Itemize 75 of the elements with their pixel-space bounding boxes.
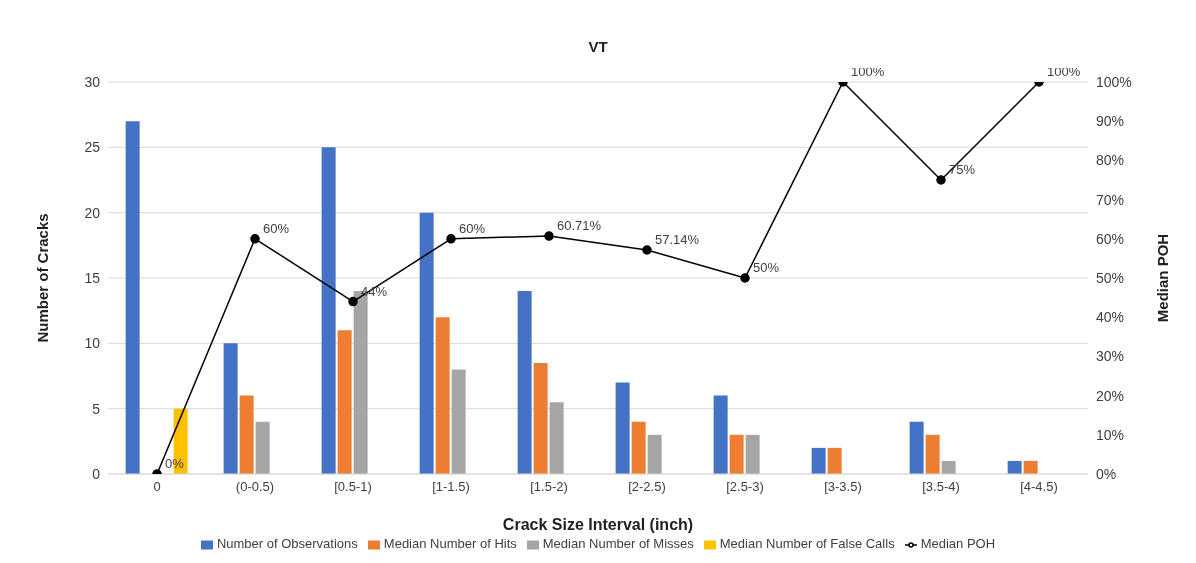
x-tick-label: [4-4.5) [1020, 479, 1058, 495]
legend-label: Median Number of Misses [542, 536, 694, 551]
y2-tick-label: 40% [1096, 309, 1125, 326]
point [348, 296, 358, 307]
chart-title: VT [588, 38, 608, 55]
data-label: 50% [753, 260, 780, 275]
y2-tick-label: 0% [1096, 465, 1117, 482]
y-tick-label: 30 [84, 73, 101, 90]
bar [615, 382, 630, 474]
bar [925, 434, 940, 474]
y-tick-label: 10 [84, 335, 101, 352]
y2-tick-label: 20% [1096, 387, 1125, 404]
bar [239, 395, 254, 474]
data-label: 57.14% [655, 232, 700, 248]
point [642, 245, 652, 255]
x-tick-label: [3.5-4) [922, 479, 960, 495]
y2-axis-title: Median POH [1154, 233, 1172, 323]
x-tick-label: [1-1.5) [432, 479, 470, 495]
point [936, 175, 946, 185]
point [544, 231, 554, 241]
data-label: 60% [459, 220, 486, 236]
y2-tick-label: 50% [1096, 269, 1125, 286]
y2-tick-label: 90% [1096, 113, 1125, 130]
bar [1023, 460, 1038, 474]
bar [451, 369, 466, 474]
x-tick-label: (0-0.5) [235, 479, 275, 495]
y-tick-label: 15 [84, 269, 101, 286]
x-tick-label: [0.5-1) [334, 479, 372, 495]
bar [745, 434, 760, 474]
bar [255, 421, 270, 474]
x-tick-label: [2.5-3) [726, 479, 764, 495]
y-axis-title: Number of Cracks [34, 213, 52, 343]
bar [941, 460, 956, 474]
y2-tick-label: 60% [1096, 230, 1125, 247]
y-tick-label: 0 [92, 465, 101, 482]
data-label: 60.71% [557, 218, 602, 234]
bar [549, 402, 564, 474]
point [250, 234, 260, 244]
bar [435, 317, 450, 474]
y2-tick-label: 80% [1096, 152, 1125, 169]
x-tick-label: [1.5-2) [530, 479, 568, 495]
bar [1007, 460, 1022, 474]
bar [729, 434, 744, 474]
legend-label: Median Number of Hits [383, 536, 517, 551]
x-tick-label: [3-3.5) [824, 479, 862, 495]
bar [517, 291, 532, 474]
y-tick-label: 5 [92, 400, 101, 417]
data-label: 75% [949, 162, 976, 177]
y-tick-label: 20 [84, 204, 101, 221]
point [740, 273, 750, 283]
bar [811, 447, 826, 474]
x-tick-label: [2-2.5) [628, 479, 666, 495]
y-tick-label: 25 [84, 139, 101, 156]
y2-tick-label: 30% [1096, 348, 1125, 365]
bar [223, 343, 238, 474]
bar [631, 421, 646, 474]
bar [713, 395, 728, 474]
bar [321, 147, 336, 474]
bar [647, 434, 662, 474]
y2-tick-label: 100% [1096, 73, 1132, 90]
x-axis-title: Crack Size Interval (inch) [502, 516, 694, 533]
bar [909, 421, 924, 474]
bar [419, 212, 434, 474]
bar [533, 362, 548, 474]
y2-tick-label: 10% [1096, 426, 1125, 443]
legend-label: Number of Observations [216, 536, 358, 551]
x-tick-label: 0 [153, 479, 161, 495]
legend-label: Median POH [920, 536, 996, 551]
y2-tick-label: 70% [1096, 191, 1125, 208]
bar [125, 121, 140, 474]
point [446, 234, 456, 244]
bar [827, 447, 842, 474]
legend-label: Median Number of False Calls [719, 536, 895, 551]
data-label: 60% [263, 220, 290, 236]
bar [337, 330, 352, 474]
